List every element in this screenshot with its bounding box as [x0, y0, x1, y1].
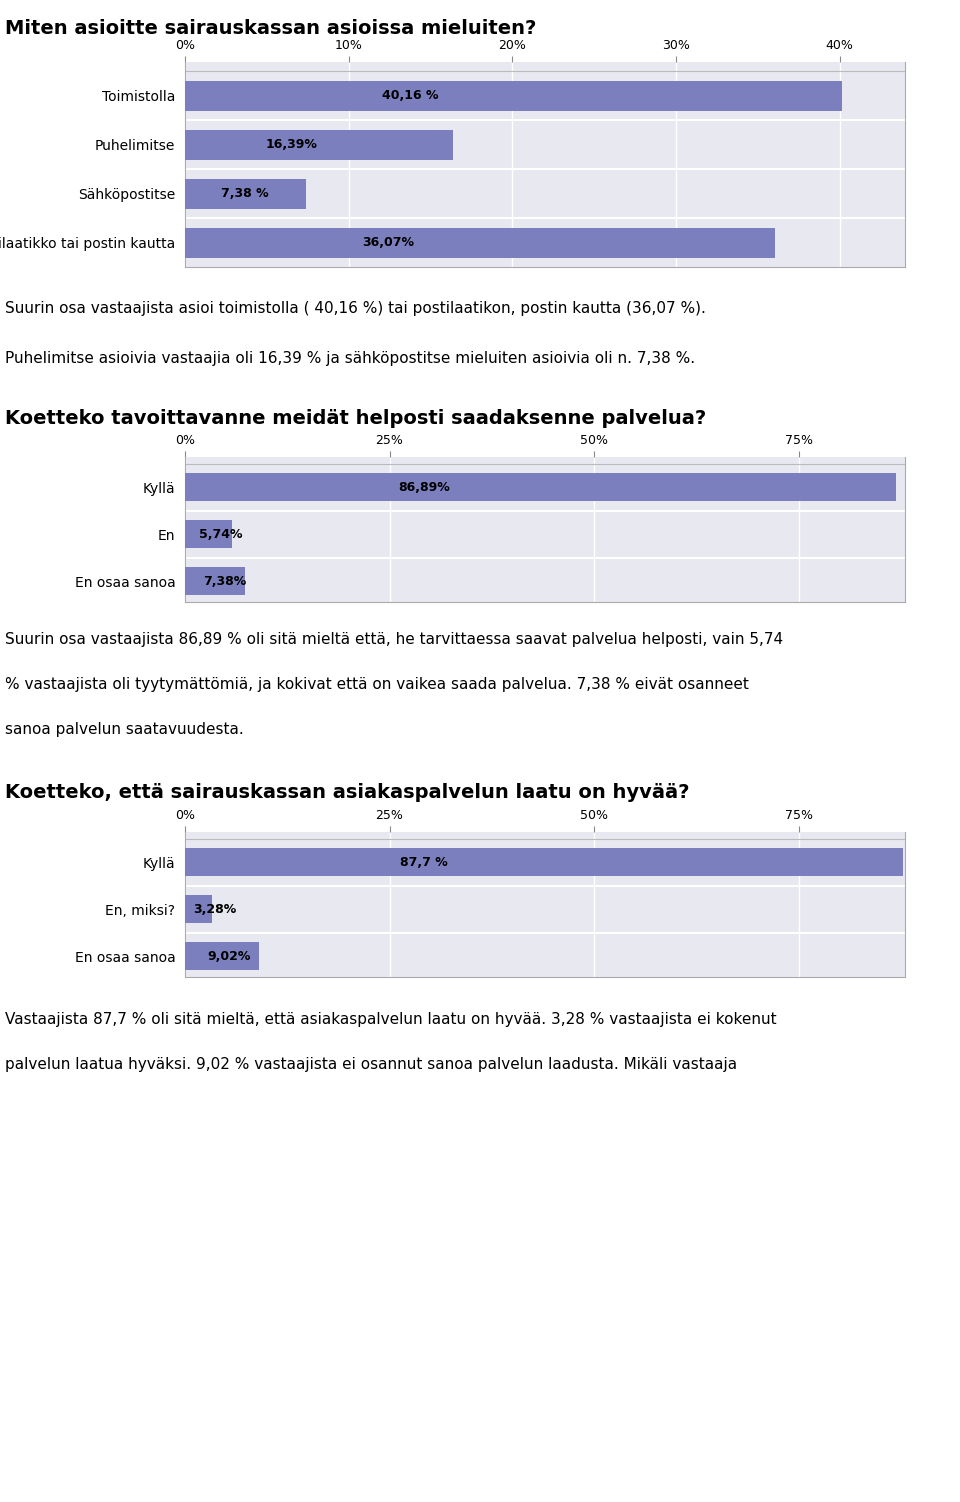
Text: 87,7 %: 87,7 % — [400, 856, 448, 868]
Text: Suurin osa vastaajista 86,89 % oli sitä mieltä että, he tarvittaessa saavat palv: Suurin osa vastaajista 86,89 % oli sitä … — [5, 632, 783, 647]
Bar — [185, 520, 232, 548]
Bar — [185, 179, 306, 209]
Bar — [185, 568, 246, 595]
Text: sanoa palvelun saatavuudesta.: sanoa palvelun saatavuudesta. — [5, 722, 244, 737]
Bar — [185, 473, 896, 502]
Text: Suurin osa vastaajista asioi toimistolla ( 40,16 %) tai postilaatikon, postin ka: Suurin osa vastaajista asioi toimistolla… — [5, 300, 706, 315]
Text: Koetteko tavoittavanne meidät helposti saadaksenne palvelua?: Koetteko tavoittavanne meidät helposti s… — [5, 409, 707, 428]
Text: 3,28%: 3,28% — [193, 903, 236, 916]
Bar — [185, 849, 902, 876]
Text: 7,38%: 7,38% — [204, 575, 247, 587]
Bar — [185, 131, 453, 159]
Text: Miten asioitte sairauskassan asioissa mieluiten?: Miten asioitte sairauskassan asioissa mi… — [5, 18, 537, 38]
Text: 40,16 %: 40,16 % — [382, 89, 439, 102]
Bar — [185, 228, 776, 258]
Text: 9,02%: 9,02% — [207, 949, 251, 963]
Bar — [185, 895, 212, 924]
Text: 7,38 %: 7,38 % — [221, 188, 269, 200]
Text: 36,07%: 36,07% — [362, 236, 414, 249]
Text: Vastaajista 87,7 % oli sitä mieltä, että asiakaspalvelun laatu on hyvää. 3,28 % : Vastaajista 87,7 % oli sitä mieltä, että… — [5, 1012, 777, 1027]
Text: Koetteko, että sairauskassan asiakaspalvelun laatu on hyvää?: Koetteko, että sairauskassan asiakaspalv… — [5, 784, 689, 802]
Text: 5,74%: 5,74% — [199, 527, 243, 541]
Text: 86,89%: 86,89% — [398, 481, 450, 494]
Bar — [185, 942, 259, 970]
Text: % vastaajista oli tyytymättömiä, ja kokivat että on vaikea saada palvelua. 7,38 : % vastaajista oli tyytymättömiä, ja koki… — [5, 677, 749, 692]
Text: Puhelimitse asioivia vastaajia oli 16,39 % ja sähköpostitse mieluiten asioivia o: Puhelimitse asioivia vastaajia oli 16,39… — [5, 350, 695, 365]
Bar — [185, 81, 842, 111]
Text: 16,39%: 16,39% — [266, 138, 318, 152]
Text: palvelun laatua hyväksi. 9,02 % vastaajista ei osannut sanoa palvelun laadusta. : palvelun laatua hyväksi. 9,02 % vastaaji… — [5, 1057, 737, 1072]
